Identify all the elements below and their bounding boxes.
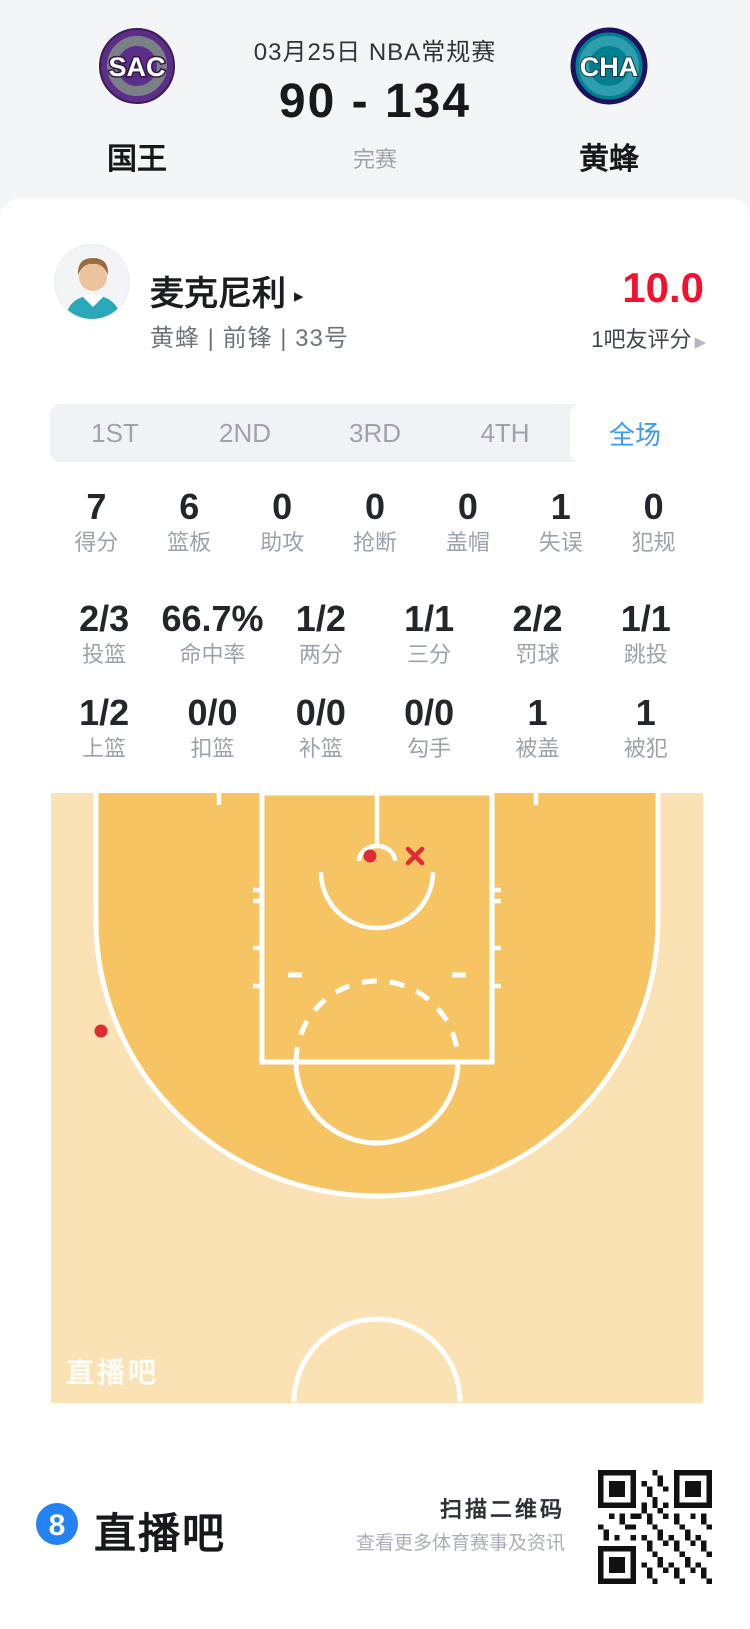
tab-full-game[interactable]: 全场: [570, 404, 700, 462]
stat-turnovers: 1 失误: [538, 486, 583, 555]
player-name-row[interactable]: 麦克尼利 ▸: [150, 266, 304, 315]
player-rating: 10.0: [622, 264, 704, 311]
stat-two-pt: 1/2 两分: [295, 598, 346, 667]
tab-4th[interactable]: 4TH: [480, 417, 530, 448]
rim-arc: [356, 843, 398, 862]
scan-subtitle: 查看更多体育赛事及资讯: [355, 1533, 565, 1554]
free-throw-circle-dashed: [293, 978, 461, 1063]
stat-rebounds: 6 篮板: [167, 486, 212, 555]
restricted-arc: [318, 871, 436, 931]
stat-blocks: 0 盖帽: [445, 486, 490, 555]
player-avatar: [54, 244, 130, 320]
stats-row-shot-types: 1/2 上篮 0/0 扣篮 0/0 补篮 0/0 勾手 1 被盖 1 被犯: [50, 693, 700, 761]
tab-3rd[interactable]: 3RD: [348, 417, 401, 448]
tab-1st[interactable]: 1ST: [91, 417, 139, 448]
home-team-logo: SAC: [98, 27, 176, 110]
stat-jump-shots: 1/1 跳投: [620, 598, 671, 667]
rating-label: 1吧友评分: [591, 327, 692, 352]
stat-hooks: 0/0 勾手: [404, 692, 455, 761]
match-date: 03月25日 NBA常规赛: [253, 39, 497, 66]
home-team-abbr: SAC: [108, 52, 165, 82]
stats-row-basic: 7 得分 6 篮板 0 助攻 0 抢断 0 盖帽 1 失误 0 犯规: [50, 487, 700, 555]
away-team-name: 黄蜂: [579, 143, 639, 176]
scan-hint: 扫描二维码 查看更多体育赛事及资讯: [356, 1496, 565, 1556]
stat-blocked-against: 1 被盖: [515, 692, 560, 761]
home-team-name: 国王: [107, 143, 167, 176]
quarter-tabs: 1ST 2ND 3RD 4TH 全场: [50, 404, 700, 462]
court-inner-area: [96, 793, 658, 1196]
free-throw-circle-solid: [293, 1061, 461, 1146]
away-team-abbr: CHA: [580, 52, 639, 82]
shot-markers: [94, 846, 425, 1038]
expand-triangle-icon: ▸: [294, 286, 304, 307]
player-name: 麦克尼利: [150, 275, 286, 313]
brand-name: 直播吧: [94, 1510, 227, 1557]
chevron-right-icon: ▶: [694, 334, 706, 351]
stats-row-shooting: 2/3 投篮 66.7% 命中率 1/2 两分 1/1 三分 2/2 罚球 1/…: [50, 599, 700, 667]
stat-assists: 0 助攻: [260, 486, 305, 555]
stat-fouled: 1 被犯: [623, 692, 668, 761]
baseline-ticks: [216, 793, 539, 805]
missed-shot-marker: [405, 846, 425, 866]
center-circle: [291, 1316, 463, 1403]
stat-fg-pct: 66.7% 命中率: [161, 598, 264, 667]
stat-dunks: 0/0 扣篮: [187, 692, 238, 761]
match-score: 90 - 134: [278, 75, 472, 128]
away-team-logo: CHA: [570, 27, 648, 110]
zhibo8-logo-icon: 8: [36, 1503, 78, 1545]
player-info: 黄蜂 | 前锋 | 33号: [150, 325, 349, 352]
lane-hash-marks: [253, 887, 501, 989]
stat-putbacks: 0/0 补篮: [295, 692, 346, 761]
stat-steals: 0 抢断: [353, 486, 398, 555]
paint-rect: [259, 793, 495, 1065]
tab-2nd[interactable]: 2ND: [218, 417, 271, 448]
stat-layups: 1/2 上篮: [79, 692, 130, 761]
made-shot-marker: [94, 1024, 108, 1038]
stat-free-throws: 2/2 罚球: [512, 598, 563, 667]
three-point-line: [93, 793, 661, 1199]
stat-points: 7 得分: [74, 486, 119, 555]
rating-link[interactable]: 1吧友评分 ▶: [591, 322, 706, 354]
match-status: 完赛: [352, 147, 397, 172]
court-watermark: 直播吧: [66, 1357, 160, 1388]
shot-chart-court: 直播吧: [51, 793, 703, 1403]
stat-fouls: 0 犯规: [631, 486, 676, 555]
svg-text:8: 8: [49, 1509, 66, 1542]
scan-title: 扫描二维码: [439, 1497, 565, 1522]
made-shot-marker: [363, 849, 377, 863]
qr-code: [598, 1470, 712, 1584]
stat-fg: 2/3 投篮: [79, 598, 130, 667]
stat-three-pt: 1/1 三分: [404, 598, 455, 667]
